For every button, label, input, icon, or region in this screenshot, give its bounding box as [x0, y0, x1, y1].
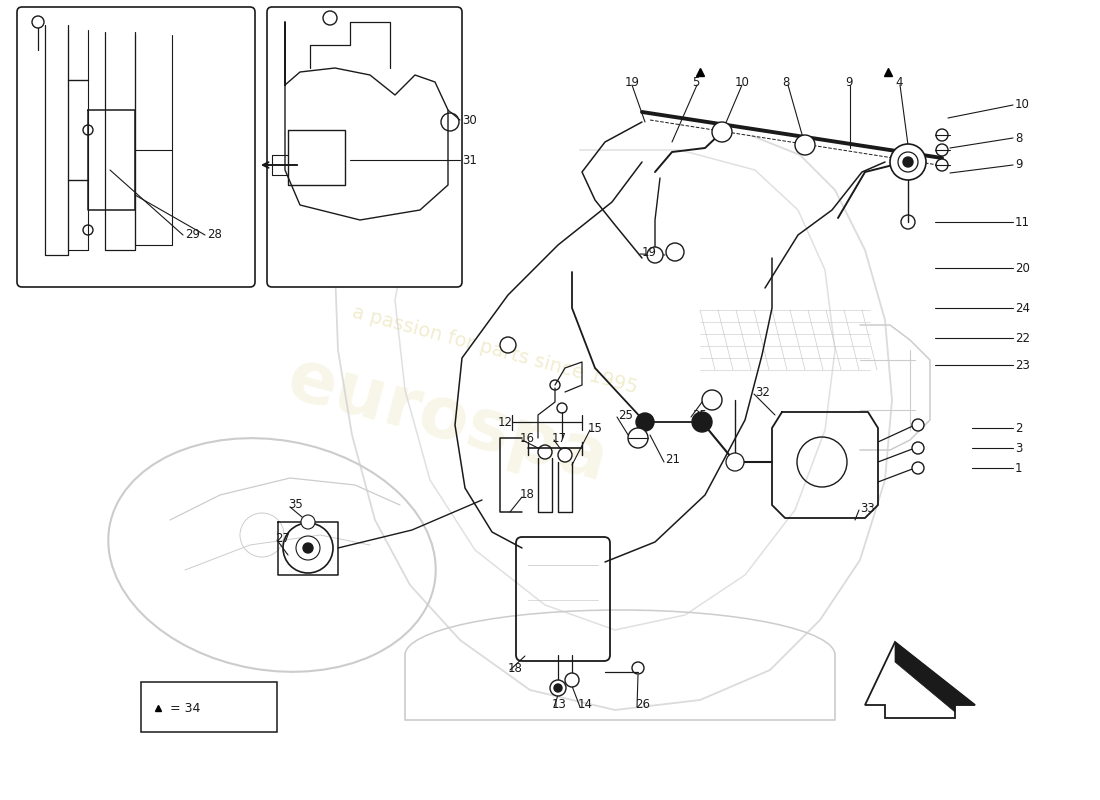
Circle shape — [554, 684, 562, 692]
Circle shape — [898, 152, 918, 172]
Text: 33: 33 — [860, 502, 875, 514]
Circle shape — [666, 243, 684, 261]
Text: 16: 16 — [520, 431, 535, 445]
Text: 12: 12 — [498, 415, 513, 429]
Text: a passion for parts since 1995: a passion for parts since 1995 — [350, 302, 640, 398]
Text: 9: 9 — [1015, 158, 1023, 171]
Text: 10: 10 — [735, 75, 750, 89]
Polygon shape — [895, 642, 975, 712]
Circle shape — [32, 16, 44, 28]
Circle shape — [628, 428, 648, 448]
Text: 20: 20 — [1015, 262, 1030, 274]
Circle shape — [558, 448, 572, 462]
Text: 8: 8 — [782, 75, 790, 89]
Polygon shape — [865, 642, 975, 718]
Text: 30: 30 — [462, 114, 476, 126]
Circle shape — [538, 445, 552, 459]
Text: 15: 15 — [588, 422, 603, 434]
Text: 23: 23 — [1015, 358, 1030, 371]
Circle shape — [726, 453, 744, 471]
Text: 18: 18 — [520, 489, 535, 502]
Text: 2: 2 — [1015, 422, 1023, 434]
Text: 26: 26 — [635, 698, 650, 711]
Circle shape — [565, 673, 579, 687]
Text: 27: 27 — [275, 531, 290, 545]
Text: 24: 24 — [1015, 302, 1030, 314]
Circle shape — [302, 543, 313, 553]
Circle shape — [912, 419, 924, 431]
Text: 11: 11 — [1015, 215, 1030, 229]
Text: 4: 4 — [895, 75, 902, 89]
Text: 19: 19 — [625, 75, 640, 89]
Text: 35: 35 — [288, 498, 302, 511]
Circle shape — [912, 442, 924, 454]
FancyBboxPatch shape — [267, 7, 462, 287]
Text: 14: 14 — [578, 698, 593, 711]
Circle shape — [912, 462, 924, 474]
Circle shape — [936, 159, 948, 171]
Text: 21: 21 — [666, 454, 680, 466]
Text: 19: 19 — [642, 246, 657, 258]
Text: 31: 31 — [462, 154, 477, 166]
Circle shape — [903, 157, 913, 167]
Text: 8: 8 — [1015, 131, 1022, 145]
Text: 10: 10 — [1015, 98, 1030, 111]
Text: 9: 9 — [845, 75, 853, 89]
Circle shape — [296, 536, 320, 560]
Text: 28: 28 — [207, 229, 222, 242]
FancyBboxPatch shape — [16, 7, 255, 287]
Text: 22: 22 — [1015, 331, 1030, 345]
Circle shape — [550, 680, 566, 696]
Text: 18: 18 — [508, 662, 522, 674]
Circle shape — [936, 129, 948, 141]
Text: 25: 25 — [618, 409, 632, 422]
Text: 32: 32 — [755, 386, 770, 398]
Circle shape — [890, 144, 926, 180]
Text: 17: 17 — [552, 431, 567, 445]
Circle shape — [500, 337, 516, 353]
Circle shape — [647, 247, 663, 263]
Text: 5: 5 — [692, 75, 700, 89]
Text: eurospa: eurospa — [280, 344, 616, 496]
Circle shape — [301, 515, 315, 529]
Text: 3: 3 — [1015, 442, 1022, 454]
Text: 25: 25 — [692, 409, 707, 422]
Text: 1: 1 — [1015, 462, 1023, 474]
Circle shape — [936, 144, 948, 156]
Text: = 34: = 34 — [170, 702, 200, 714]
Circle shape — [692, 412, 712, 432]
Circle shape — [712, 122, 732, 142]
FancyBboxPatch shape — [141, 682, 277, 732]
Text: 29: 29 — [185, 229, 200, 242]
Circle shape — [795, 135, 815, 155]
Circle shape — [702, 390, 722, 410]
Text: 13: 13 — [552, 698, 567, 711]
Circle shape — [636, 413, 654, 431]
